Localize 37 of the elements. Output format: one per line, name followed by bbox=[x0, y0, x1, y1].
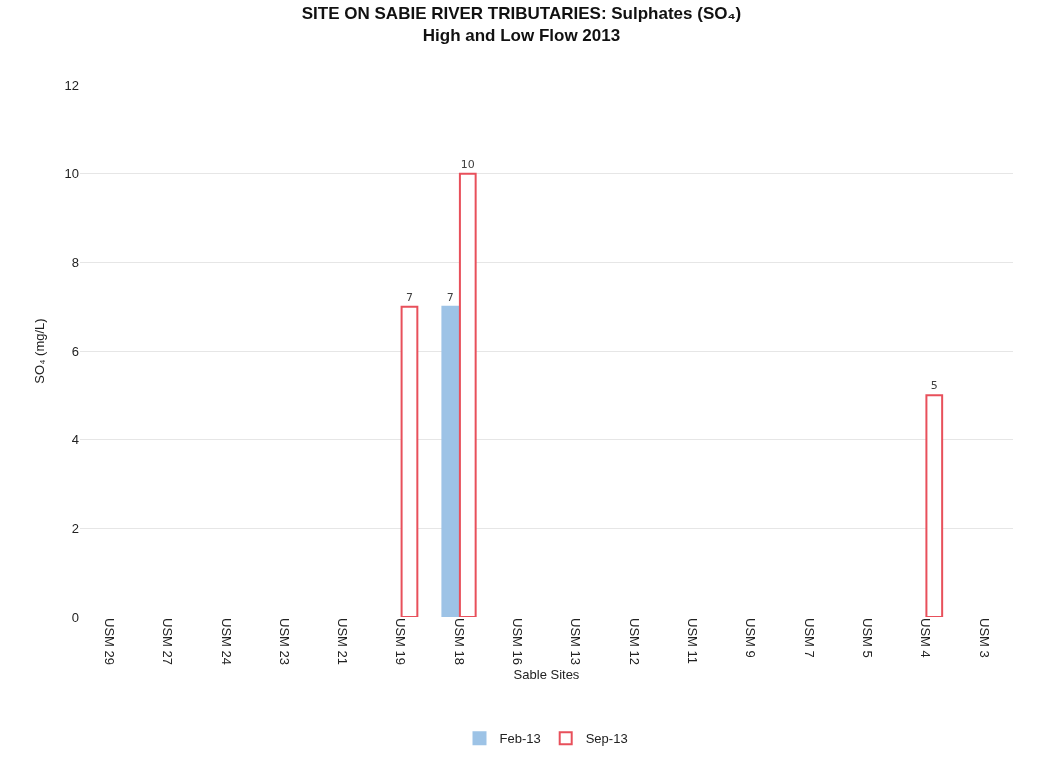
bar bbox=[441, 305, 460, 617]
y-tick-label: 4 bbox=[71, 432, 79, 448]
data-label: 7 bbox=[446, 290, 454, 304]
x-axis-title: Sable Sites bbox=[513, 666, 580, 682]
x-tick-label: USM 29 bbox=[101, 618, 117, 665]
data-label: 7 bbox=[405, 290, 413, 304]
x-tick-label: USM 12 bbox=[626, 618, 642, 665]
x-tick-label: USM 13 bbox=[568, 618, 584, 665]
chart-subtitle: High and Low Flow 2013 bbox=[422, 26, 621, 46]
x-tick-label: USM 7 bbox=[801, 618, 817, 658]
x-tick-label: USM 21 bbox=[335, 618, 351, 665]
x-tick-label: USM 18 bbox=[451, 618, 467, 665]
x-tick-label: USM 4 bbox=[918, 618, 934, 658]
data-label: 10 bbox=[460, 157, 475, 171]
x-tick-label: USM 27 bbox=[160, 618, 176, 665]
data-label: 5 bbox=[930, 379, 938, 393]
x-tick-label: USM 9 bbox=[743, 618, 759, 658]
legend-label: Feb-13 bbox=[499, 731, 541, 747]
bar bbox=[458, 172, 477, 617]
y-axis-title: SO₄ (mg/L) bbox=[32, 318, 47, 384]
x-tick-label: USM 3 bbox=[976, 618, 992, 658]
bar bbox=[400, 305, 419, 617]
bar bbox=[925, 394, 944, 617]
x-tick-label: USM 24 bbox=[218, 618, 234, 665]
legend-label: Sep-13 bbox=[585, 731, 628, 747]
y-tick-label: 10 bbox=[64, 166, 79, 182]
chart-title: SITE ON SABIE RIVER TRIBUTARIES: Sulphates (SO₄) bbox=[301, 4, 742, 24]
x-tick-label: USM 23 bbox=[276, 618, 292, 665]
y-tick-label: 2 bbox=[71, 520, 79, 536]
x-tick-label: USM 16 bbox=[510, 618, 526, 665]
y-tick-label: 12 bbox=[64, 77, 79, 93]
y-tick-label: 6 bbox=[71, 343, 79, 359]
x-tick-label: USM 19 bbox=[393, 618, 409, 665]
y-tick-label: 0 bbox=[71, 609, 79, 625]
x-tick-label: USM 5 bbox=[859, 618, 875, 658]
x-tick-label: USM 11 bbox=[685, 618, 701, 664]
y-tick-label: 8 bbox=[71, 254, 79, 270]
